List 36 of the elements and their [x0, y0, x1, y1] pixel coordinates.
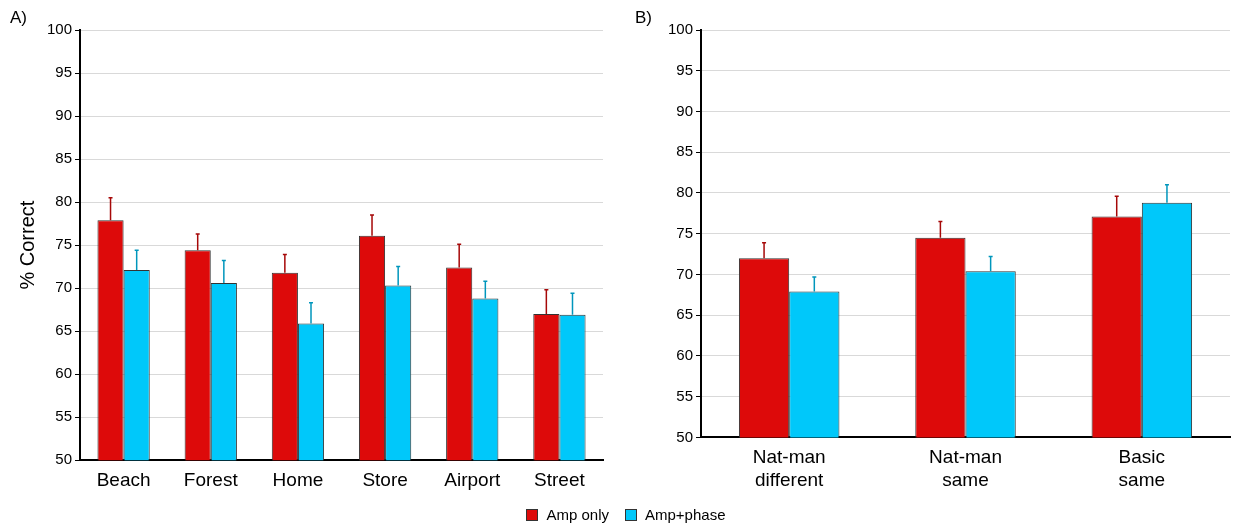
y-tick-label: 100: [47, 20, 73, 38]
x-tick-label: Forest: [183, 468, 239, 490]
chart-title: A): [10, 8, 27, 28]
y-tick-label: 55: [55, 407, 73, 425]
x-tick-label: Beach: [96, 468, 151, 490]
y-tick-label: 65: [676, 305, 694, 323]
y-tick-label: 80: [55, 192, 73, 210]
y-tick-label: 85: [55, 149, 73, 167]
y-tick-label: 85: [676, 142, 694, 160]
y-tick-label: 55: [676, 386, 694, 404]
y-tick-label: 90: [55, 106, 73, 124]
y-tick-label: 60: [676, 346, 694, 364]
y-tick-label: 75: [676, 223, 694, 241]
y-tick-label: 80: [676, 183, 694, 201]
y-tick-label: 70: [676, 264, 694, 282]
x-tick-label: Nat-man same: [929, 446, 1002, 490]
x-tick-label: Home: [272, 468, 324, 490]
y-tick-label: 70: [55, 278, 73, 296]
y-tick-label: 95: [55, 63, 73, 81]
y-tick-label: 50: [676, 427, 694, 445]
x-tick-label: Street: [534, 468, 586, 490]
y-tick-label: 50: [55, 450, 73, 468]
y-tick-label: 90: [676, 101, 694, 119]
y-axis-title: % Correct: [15, 200, 38, 290]
y-tick-label: 95: [676, 60, 694, 78]
chart-title: B): [635, 8, 652, 28]
legend-label: Amp+phase: [645, 506, 726, 523]
x-tick-label: Store: [362, 468, 408, 490]
y-tick-label: 75: [55, 235, 73, 253]
y-tick-label: 100: [668, 20, 694, 38]
y-tick-label: 65: [55, 321, 73, 339]
x-tick-label: Nat-man different: [752, 446, 826, 490]
x-tick-label: Airport: [444, 468, 501, 490]
y-tick-label: 60: [55, 364, 73, 382]
x-tick-label: Basic same: [1118, 446, 1166, 490]
legend-label: Amp only: [546, 506, 610, 523]
